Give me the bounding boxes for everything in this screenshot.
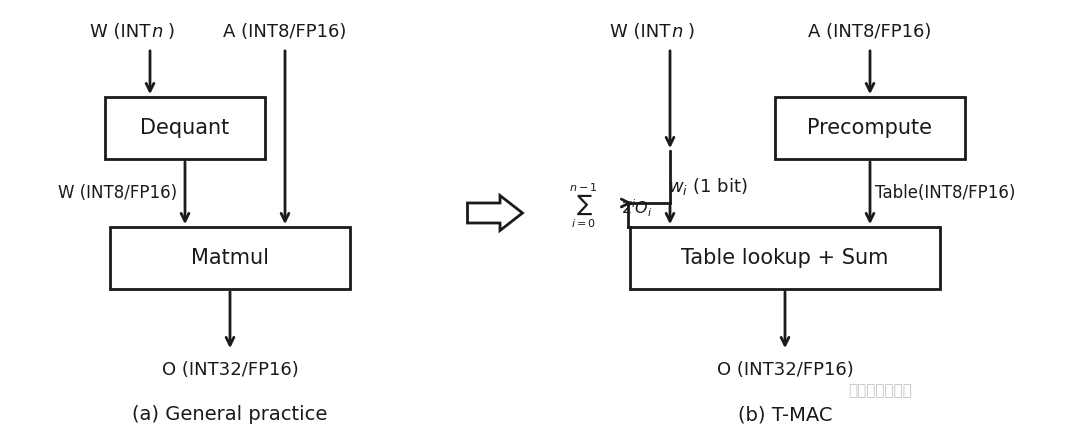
Text: W (INT8/FP16): W (INT8/FP16)	[58, 184, 177, 202]
Text: A (INT8/FP16): A (INT8/FP16)	[808, 23, 932, 41]
Text: $2^i O_i$: $2^i O_i$	[621, 197, 652, 219]
Text: Table lookup + Sum: Table lookup + Sum	[681, 248, 889, 268]
Text: A (INT8/FP16): A (INT8/FP16)	[224, 23, 347, 41]
FancyBboxPatch shape	[630, 227, 940, 289]
Text: n: n	[151, 23, 162, 41]
Text: W (INT: W (INT	[609, 23, 670, 41]
Text: O (INT32/FP16): O (INT32/FP16)	[162, 361, 298, 379]
Text: (a) General practice: (a) General practice	[133, 405, 327, 424]
FancyBboxPatch shape	[105, 97, 265, 159]
FancyBboxPatch shape	[775, 97, 966, 159]
Text: Matmul: Matmul	[191, 248, 269, 268]
Text: $\sum_{i=0}^{n-1}$: $\sum_{i=0}^{n-1}$	[568, 181, 597, 230]
Text: n: n	[671, 23, 683, 41]
Text: Precompute: Precompute	[808, 118, 932, 138]
Text: $w_i$ (1 bit): $w_i$ (1 bit)	[669, 176, 747, 197]
Text: ): )	[168, 23, 175, 41]
Text: (b) T-MAC: (b) T-MAC	[738, 405, 833, 424]
Text: W (INT: W (INT	[90, 23, 150, 41]
Text: 公众号・量子位: 公众号・量子位	[848, 384, 912, 398]
Text: Table(INT8/FP16): Table(INT8/FP16)	[875, 184, 1015, 202]
FancyBboxPatch shape	[110, 227, 350, 289]
Text: O (INT32/FP16): O (INT32/FP16)	[717, 361, 853, 379]
Text: ): )	[688, 23, 696, 41]
Text: Dequant: Dequant	[140, 118, 230, 138]
Polygon shape	[468, 196, 523, 230]
